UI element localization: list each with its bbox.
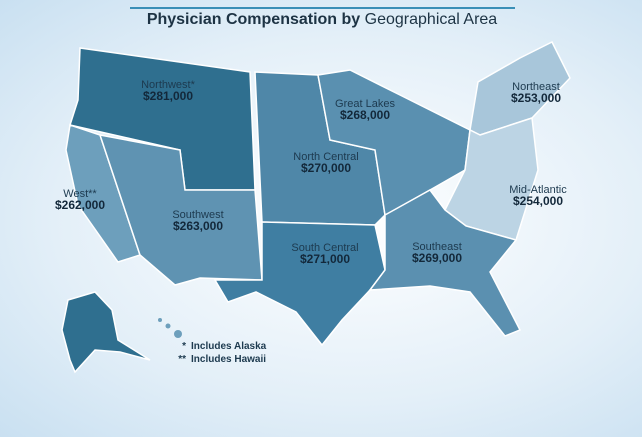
region-name: Great Lakes [335,98,395,110]
title: Physician Compensation by Geographical A… [147,11,497,28]
region-name: West** [63,188,97,200]
region-southeast [368,189,522,337]
region-value: $262,000 [55,198,105,212]
region-value: $253,000 [511,91,561,105]
region-alaska [61,291,151,374]
region-name: Southeast [412,241,462,253]
region-name: Southwest [172,209,223,221]
regions [61,40,571,374]
region-value: $270,000 [301,161,351,175]
region-name: Northeast [512,81,560,93]
region-value: $263,000 [173,219,223,233]
region-value: $268,000 [340,108,390,122]
region-value: $254,000 [513,194,563,208]
region-value: $269,000 [412,251,462,265]
region-name: South Central [291,242,358,254]
note-marker: ** [178,354,186,365]
note-text: Includes Alaska [191,341,267,352]
region-name: Northwest* [141,79,196,91]
note-marker: * [182,341,186,352]
region-value: $271,000 [300,252,350,266]
region-south-central [213,221,386,347]
labels: Northwest*$281,000 West**$262,000 Southwes… [55,79,567,365]
region-name: North Central [293,151,358,163]
title-rest: Geographical Area [365,11,498,28]
hawaii [158,318,182,338]
note-text: Includes Hawaii [191,354,266,365]
title-bold: Physician Compensation by [147,11,360,28]
region-name: Mid-Atlantic [509,184,567,196]
region-value: $281,000 [143,89,193,103]
